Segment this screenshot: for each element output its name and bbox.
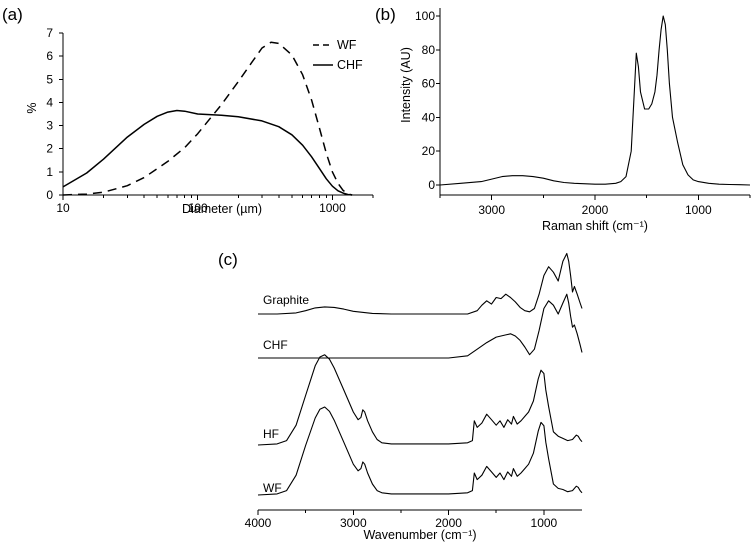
panel-a-series-wf — [62, 41, 353, 196]
legend-wf-label: WF — [337, 38, 357, 52]
panel-c-x-tick-label: 2000 — [435, 516, 462, 530]
panel-b-y-ticks: 0 20 40 60 80 100 — [415, 9, 440, 192]
panel-c-label-chf: CHF — [263, 338, 288, 352]
panel-b-y-tick-label: 20 — [422, 144, 436, 158]
panel-a-y-tick-label: 0 — [46, 188, 53, 202]
panel-c-x-tick-label: 3000 — [340, 516, 367, 530]
panel-b-label: (b) — [375, 5, 396, 24]
legend-chf-label: CHF — [337, 58, 363, 72]
panel-b-y-tick-label: 80 — [422, 43, 436, 57]
panel-c-series-wf — [257, 406, 583, 496]
panel-c-x-label: Wavenumber (cm⁻¹) — [363, 528, 476, 542]
panel-b-x-tick-label: 1000 — [685, 203, 712, 217]
panel-b-x-tick-label: 3000 — [478, 203, 505, 217]
panel-b-y-tick-label: 60 — [422, 77, 436, 91]
panel-a-y-ticks: 0 1 2 3 4 5 6 7 — [46, 26, 63, 202]
panel-b-series — [439, 15, 751, 186]
panel-c-sample-labels: Graphite CHF HF WF — [263, 293, 309, 495]
panel-b-x-label: Raman shift (cm⁻¹) — [542, 219, 648, 233]
panel-a-series — [62, 41, 353, 196]
panel-c-series — [257, 252, 583, 496]
panel-a-y-tick-label: 4 — [46, 95, 53, 109]
panel-c-series-hf — [257, 354, 583, 446]
panel-c-x-ticks: 4000 3000 2000 1000 — [245, 510, 558, 530]
panel-a-x-tick-label: 10 — [56, 201, 70, 215]
panel-a-y-tick-label: 6 — [46, 49, 53, 63]
panel-a-label: (a) — [2, 5, 23, 24]
panel-a-x-tick-label: 100 — [188, 201, 208, 215]
panel-b-x-tick-label: 2000 — [582, 203, 609, 217]
panel-a-y-tick-label: 2 — [46, 142, 53, 156]
panel-c: (c) 4000 3000 2000 1000 Wavenumber (cm⁻¹) G… — [218, 250, 583, 542]
panel-b-y-tick-label: 40 — [422, 110, 436, 124]
panel-b-x-ticks: 3000 2000 1000 — [439, 195, 751, 217]
panel-a-legend: WF CHF — [313, 38, 363, 72]
panel-c-x-tick-label: 1000 — [531, 516, 558, 530]
panel-c-x-tick-label: 4000 — [245, 516, 272, 530]
panel-b: (b) 3000 2000 1000 0 20 40 60 80 100 Raman shif… — [375, 5, 751, 233]
panel-a-y-tick-label: 3 — [46, 119, 53, 133]
panel-c-label-graphite: Graphite — [263, 293, 309, 307]
panel-a-x-label: Diameter (µm) — [182, 202, 262, 216]
panel-c-label: (c) — [218, 250, 238, 269]
panel-b-y-tick-label: 0 — [428, 178, 435, 192]
panel-a-y-label: % — [25, 102, 39, 113]
panel-a-y-tick-label: 5 — [46, 72, 53, 86]
panel-c-series-chf — [258, 293, 583, 359]
panel-a-x-tick-label: 1000 — [319, 201, 346, 215]
panel-b-raman-spectrum — [439, 15, 751, 186]
panel-b-y-label: Intensity (AU) — [399, 47, 413, 123]
panel-b-y-tick-label: 100 — [415, 9, 435, 23]
panel-a-x-ticks: 10 100 1000 — [56, 195, 374, 215]
panel-a: (a) 10 100 1000 0 1 2 3 4 5 6 7 Diameter (µm) % W… — [2, 5, 374, 216]
panel-c-label-hf: HF — [263, 427, 279, 441]
panel-c-label-wf: WF — [263, 481, 282, 495]
panel-a-y-tick-label: 7 — [46, 26, 53, 40]
panel-a-y-tick-label: 1 — [46, 165, 53, 179]
panel-a-series-chf — [62, 109, 353, 196]
panel-c-series-graphite — [258, 252, 583, 315]
